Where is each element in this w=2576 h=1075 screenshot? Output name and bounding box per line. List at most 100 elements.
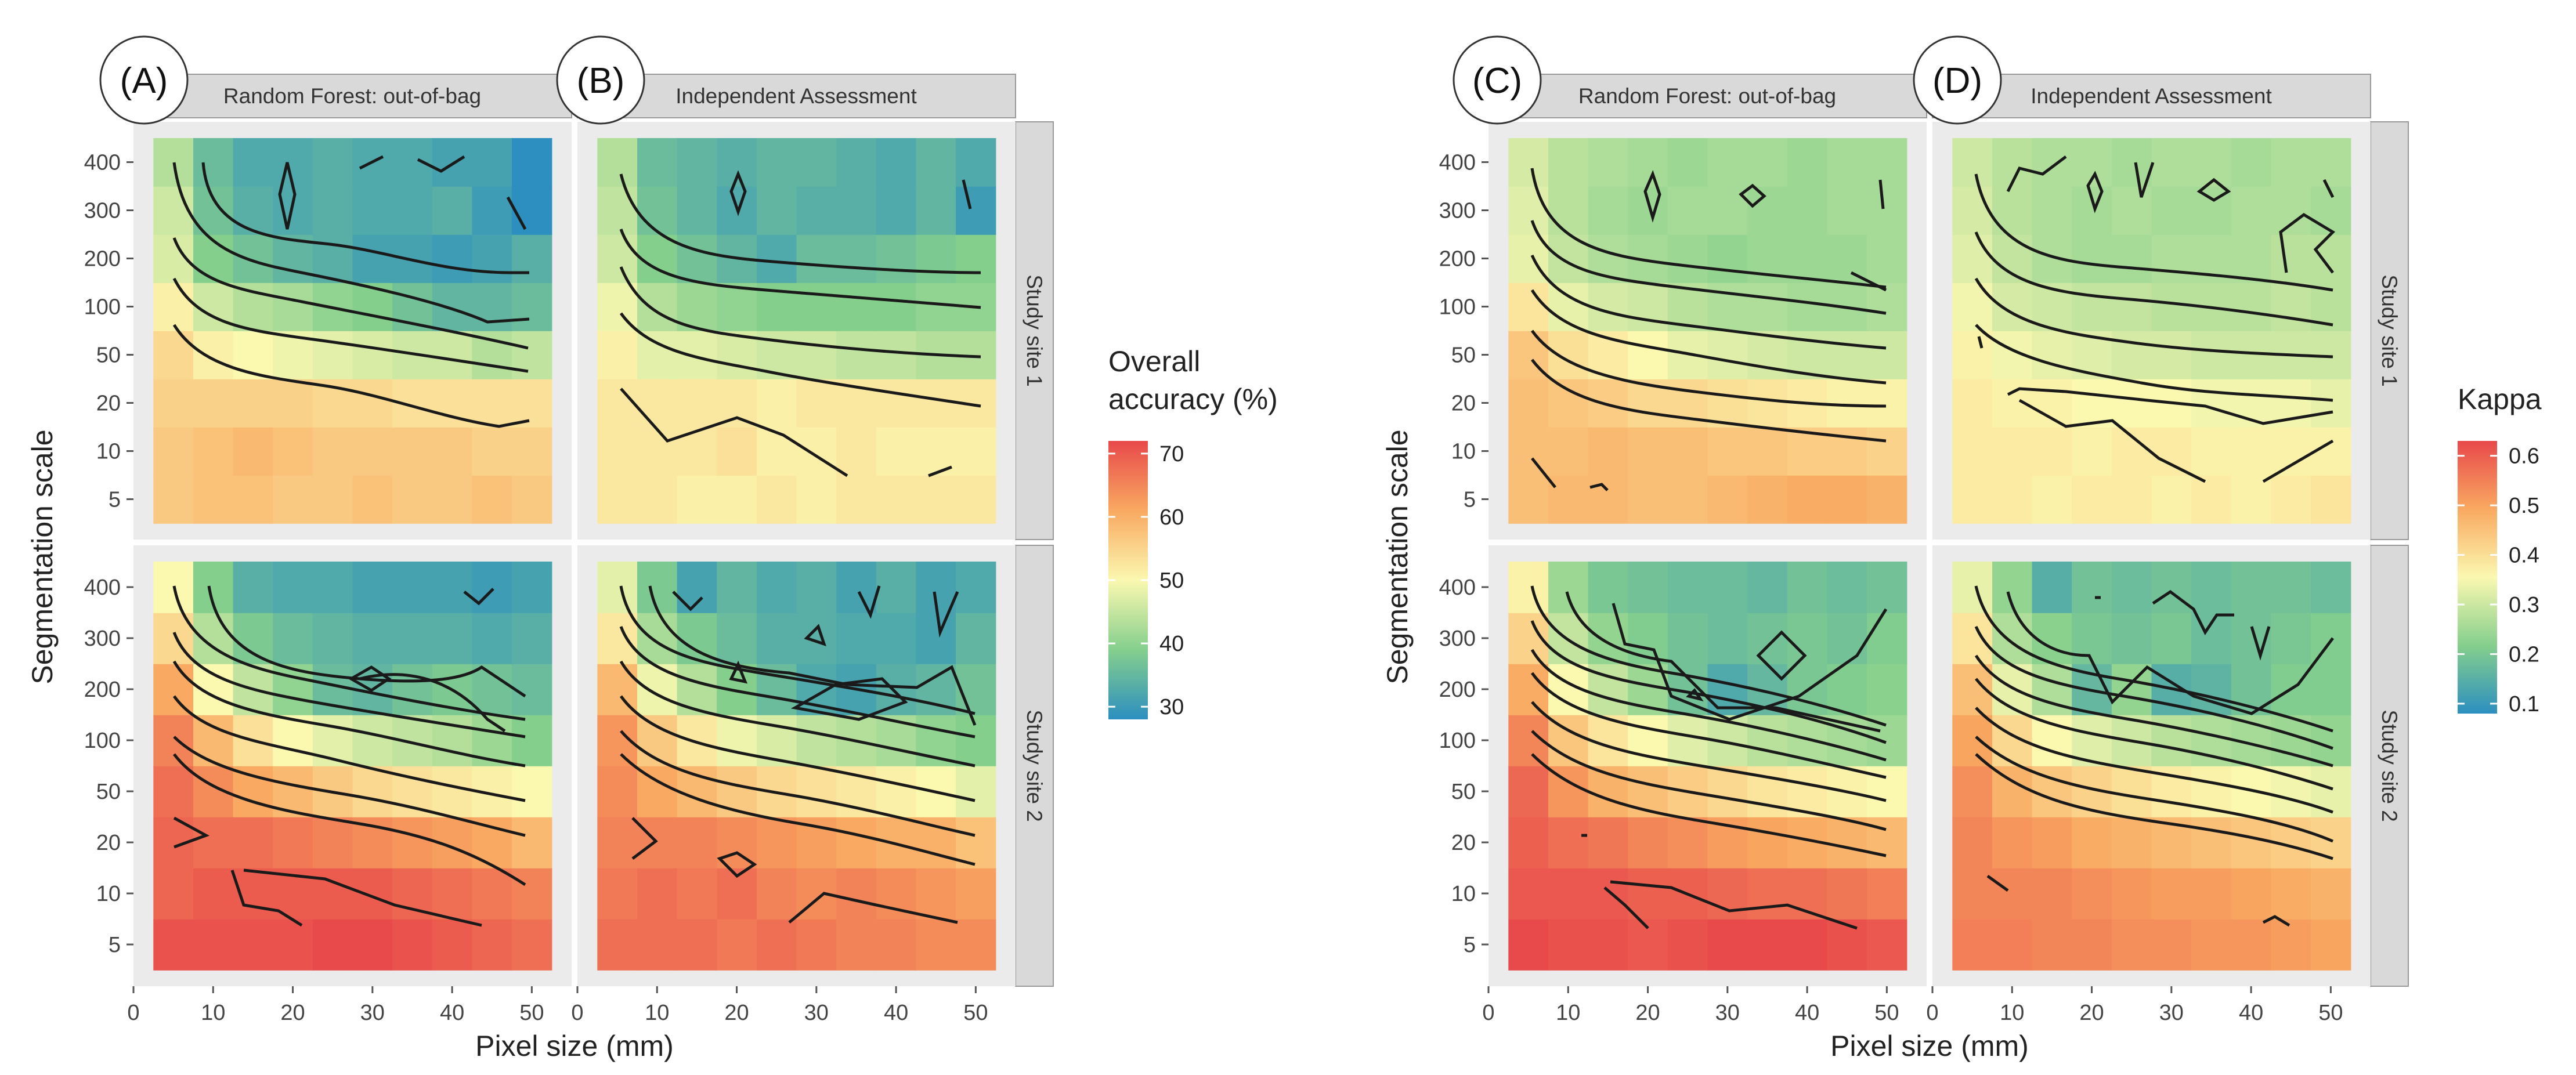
- heatmap-cell: [2151, 234, 2192, 283]
- heatmap-cell: [312, 919, 353, 971]
- heatmap-cell: [677, 138, 717, 187]
- right-figure-kappa: Random Forest: out-of-bag Independent As…: [1381, 35, 2542, 1062]
- heatmap-cell: [2032, 919, 2072, 971]
- heatmap-A1: [153, 138, 552, 524]
- contour-line: [2007, 387, 2333, 425]
- contour-line: [619, 266, 981, 359]
- heatmap-cell: [717, 379, 757, 428]
- y-tick-label: 300: [1439, 199, 1476, 223]
- heatmap-cell: [2231, 138, 2272, 187]
- heatmap-cell: [472, 138, 512, 187]
- contour-line: [2262, 439, 2334, 483]
- heatmap-cell: [717, 427, 757, 476]
- heatmap-cell: [2151, 613, 2192, 664]
- heatmap-cell: [756, 379, 797, 428]
- heatmap-cell: [597, 817, 638, 868]
- heatmap-cell: [1747, 919, 1788, 971]
- heatmap-cell: [1508, 475, 1549, 524]
- contour-line: [172, 162, 530, 324]
- heatmap-cell: [1707, 331, 1748, 379]
- heatmap-cell: [2231, 234, 2272, 283]
- contour-line: [1975, 678, 2333, 791]
- contours-C2: [1530, 585, 1888, 930]
- heatmap-cell: [2191, 331, 2232, 379]
- legend-tick-label: 0.4: [2509, 544, 2539, 568]
- heatmap-cell: [312, 475, 353, 524]
- heatmap-cell: [677, 715, 717, 766]
- strip-row-site2-right-label: Study site 2: [2378, 710, 2401, 821]
- x-tick-label: 10: [2000, 1001, 2024, 1025]
- heatmap-cell: [512, 613, 552, 664]
- contour-line: [648, 585, 977, 726]
- contour-line: [1530, 585, 1887, 727]
- heatmap-cell: [432, 234, 473, 283]
- contour-line: [2196, 178, 2231, 202]
- contour-line: [243, 868, 482, 927]
- heatmap-cell: [312, 427, 353, 476]
- contour-line: [1850, 271, 1887, 292]
- contours-B2: [619, 585, 977, 924]
- heatmap-cell: [956, 427, 996, 476]
- contour-line: [933, 591, 959, 638]
- heatmap-cell: [1548, 919, 1589, 971]
- heatmap-cell: [512, 562, 552, 613]
- heatmap-cell: [273, 379, 313, 428]
- heatmap-cell: [2231, 817, 2272, 868]
- heatmap-cell: [1508, 868, 1549, 920]
- heatmap-cell: [312, 562, 353, 613]
- heatmap-cell: [1952, 186, 1993, 235]
- heatmap-cell: [1588, 234, 1628, 283]
- heatmap-cell: [1827, 331, 1867, 379]
- heatmap-cell: [836, 283, 877, 331]
- heatmap-cell: [1827, 475, 1867, 524]
- heatmap-cell: [2311, 715, 2351, 766]
- heatmap-cell: [1588, 427, 1628, 476]
- contour-line: [1589, 483, 1609, 491]
- heatmap-cell: [472, 186, 512, 235]
- heatmap-cell: [432, 427, 473, 476]
- x-tick-label: 40: [1795, 1001, 1819, 1025]
- heatmap-cell: [2311, 562, 2351, 613]
- heatmap-cell: [153, 138, 194, 187]
- heatmap-cell: [2271, 186, 2311, 235]
- heatmap-cell: [1628, 817, 1668, 868]
- x-tick-label: 0: [1926, 1001, 1938, 1025]
- heatmap-cell: [876, 138, 917, 187]
- heatmap-cell: [392, 817, 433, 868]
- heatmap-cell: [153, 664, 194, 715]
- contour-line: [1986, 874, 2009, 892]
- heatmap-C1: [1508, 138, 1907, 524]
- heatmap-cell: [472, 379, 512, 428]
- x-tick-label: 30: [1715, 1001, 1740, 1025]
- x-tick-label: 30: [804, 1001, 829, 1025]
- heatmap-cell: [2072, 475, 2112, 524]
- heatmap-cell: [512, 817, 552, 868]
- heatmap-cell: [637, 138, 678, 187]
- strip-col-indep-right: [1932, 74, 2371, 118]
- contour-line: [2322, 179, 2335, 198]
- heatmap-cell: [1952, 283, 1993, 331]
- contour-line: [1756, 630, 1807, 681]
- heatmap-cell: [432, 283, 473, 331]
- heatmap-cell: [1827, 186, 1867, 235]
- heatmap-cell: [1707, 138, 1748, 187]
- heatmap-cell: [512, 427, 552, 476]
- heatmap-cell: [1827, 919, 1867, 971]
- heatmap-cell: [233, 234, 273, 283]
- heatmap-cell: [1867, 186, 1907, 235]
- strip-col-indep-left: [577, 74, 1016, 118]
- heatmap-cell: [2311, 379, 2351, 428]
- heatmap-cell: [597, 427, 638, 476]
- heatmap-cell: [1508, 919, 1549, 971]
- heatmap-cell: [2231, 868, 2272, 920]
- strip-row-site2-left-label: Study site 2: [1023, 710, 1046, 821]
- contour-line: [788, 892, 958, 924]
- heatmap-cell: [677, 664, 717, 715]
- y-tick-label: 200: [1439, 247, 1476, 272]
- heatmap-cell: [392, 427, 433, 476]
- heatmap-cell: [637, 186, 678, 235]
- heatmap-cell: [512, 919, 552, 971]
- heatmap-cell: [1867, 919, 1907, 971]
- heatmap-cell: [2072, 562, 2112, 613]
- heatmap-cell: [1707, 283, 1748, 331]
